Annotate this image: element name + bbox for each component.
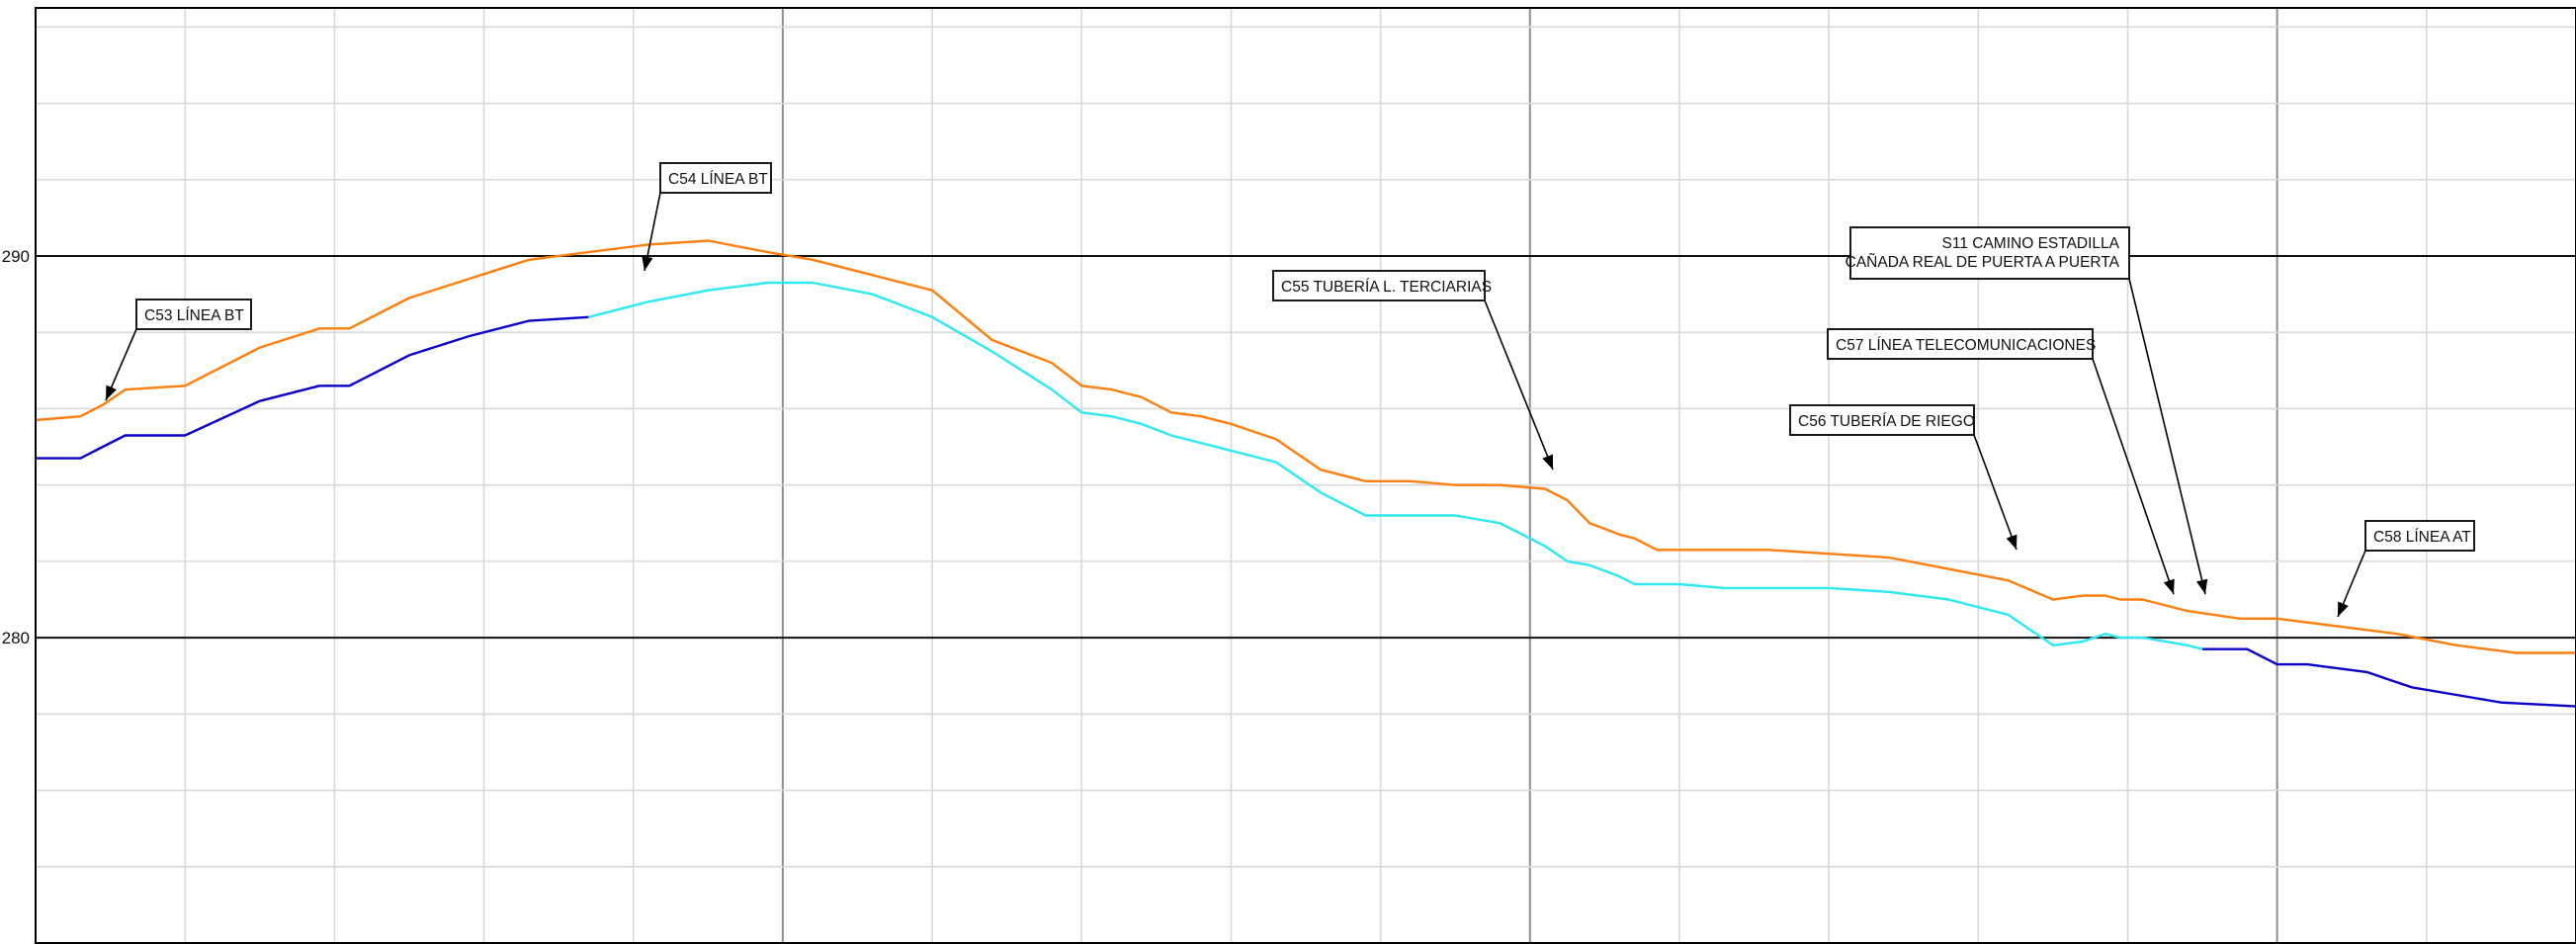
annotation-label: C55 TUBERÍA L. TERCIARIAS xyxy=(1281,279,1492,296)
plot-frame xyxy=(35,7,2576,944)
annotation-leader xyxy=(105,328,137,401)
grid-lines xyxy=(36,8,2576,943)
series-line-1 xyxy=(35,239,2576,654)
annotation-callout: C57 LÍNEA TELECOMUNICACIONES xyxy=(1827,328,2175,595)
annotation-box xyxy=(659,162,772,194)
annotation-label: C53 LÍNEA BT xyxy=(144,307,244,324)
y-tick-label: 290 xyxy=(2,247,30,266)
annotation-leader xyxy=(1973,434,2018,551)
annotation-leader xyxy=(642,192,661,272)
annotation-leader xyxy=(2128,278,2208,595)
annotation-label: C58 LÍNEA AT xyxy=(2373,529,2471,546)
annotation-leader xyxy=(1484,300,1554,471)
annotation-label: S11 CAMINO ESTADILLA xyxy=(1942,235,2120,252)
annotation-callout: C55 TUBERÍA L. TERCIARIAS xyxy=(1272,270,1554,471)
annotation-callout: S11 CAMINO ESTADILLA CAÑADA REAL DE PUERT… xyxy=(1846,226,2208,595)
annotation-leader xyxy=(2337,550,2366,618)
series-lines xyxy=(35,239,2576,708)
annotation-box xyxy=(1827,328,2094,360)
annotation-label: C57 LÍNEA TELECOMUNICACIONES xyxy=(1836,337,2096,354)
annotation-callout: C53 LÍNEA BT xyxy=(105,299,252,401)
annotation-callout: C54 LÍNEA BT xyxy=(642,162,772,272)
annotations: C53 LÍNEA BT C54 LÍNEA BT C55 TUBERÍA L. T… xyxy=(105,162,2475,618)
annotation-box xyxy=(1272,270,1486,301)
annotation-box xyxy=(1849,226,2130,280)
annotation-label: C56 TUBERÍA DE RIEGO xyxy=(1798,413,1975,430)
y-tick-labels: 280 290 xyxy=(2,247,30,647)
annotation-callout: C56 TUBERÍA DE RIEGO xyxy=(1789,404,2018,551)
annotation-callout: C58 LÍNEA AT xyxy=(2337,520,2475,618)
annotation-box xyxy=(1789,404,1975,436)
series-line-4 xyxy=(2202,647,2576,708)
annotation-label: CAÑADA REAL DE PUERTA A PUERTA xyxy=(1846,254,2120,271)
annotation-box xyxy=(135,299,252,330)
annotation-box xyxy=(2364,520,2475,552)
y-tick-label: 280 xyxy=(2,629,30,647)
series-line-3 xyxy=(588,281,2203,650)
series-line-2 xyxy=(36,315,589,460)
annotation-label: C54 LÍNEA BT xyxy=(668,171,768,188)
annotation-leader xyxy=(2092,358,2175,595)
